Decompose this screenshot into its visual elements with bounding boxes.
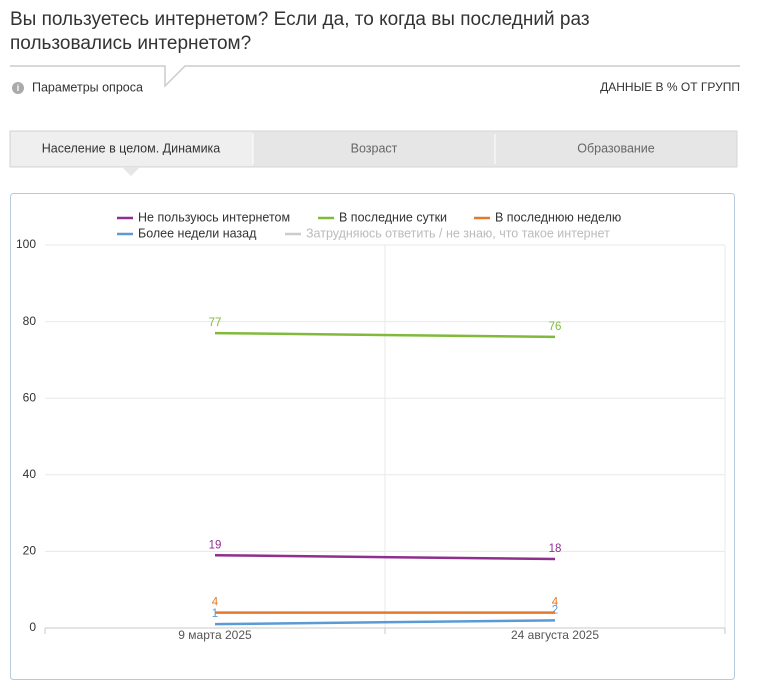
x-tick-label: 9 марта 2025 (178, 628, 252, 642)
y-tick-label: 20 (23, 544, 37, 558)
series-line (214, 553, 556, 561)
data-label: 76 (549, 321, 562, 333)
series-line (214, 331, 556, 339)
y-tick-label: 60 (23, 390, 37, 404)
data-label: 18 (549, 543, 562, 555)
info-icon[interactable] (12, 82, 24, 94)
data-label: 4 (552, 597, 559, 609)
title-line: Вы пользуетесь интернетом? Если да, то к… (10, 9, 590, 30)
data-label: 2 (552, 604, 558, 616)
tab[interactable]: Возраст (351, 141, 398, 155)
legend-label[interactable]: Не пользуюсь интернетом (138, 210, 290, 224)
y-tick-label: 40 (23, 467, 37, 481)
y-tick-label: 0 (29, 620, 36, 634)
legend-label[interactable]: Более недели назад (138, 226, 257, 240)
legend-label[interactable]: В последние сутки (339, 210, 447, 224)
y-tick-label: 80 (23, 314, 37, 328)
data-label: 77 (209, 317, 222, 329)
chart-frame (10, 193, 735, 680)
series-line (214, 619, 556, 626)
data-label: 4 (212, 597, 219, 609)
info-icon-glyph: i (17, 83, 20, 93)
data-label: 19 (209, 539, 222, 551)
legend-label[interactable]: В последнюю неделю (495, 210, 621, 224)
legend-label[interactable]: Затрудняюсь ответить / не знаю, что тако… (306, 226, 610, 240)
tab-active[interactable] (11, 132, 253, 166)
header-rule (10, 65, 740, 88)
y-tick-label: 100 (16, 237, 36, 251)
x-tick-label: 24 августа 2025 (511, 628, 599, 642)
tab[interactable]: Население в целом. Динамика (42, 141, 221, 155)
title-line: пользовались интернетом? (10, 33, 251, 54)
data-label: 1 (212, 608, 218, 620)
tab[interactable]: Образование (577, 141, 655, 155)
tab-pointer (122, 167, 140, 176)
units-note: ДАННЫЕ В % ОТ ГРУПП (600, 80, 740, 94)
params-link[interactable]: Параметры опроса (32, 80, 143, 94)
